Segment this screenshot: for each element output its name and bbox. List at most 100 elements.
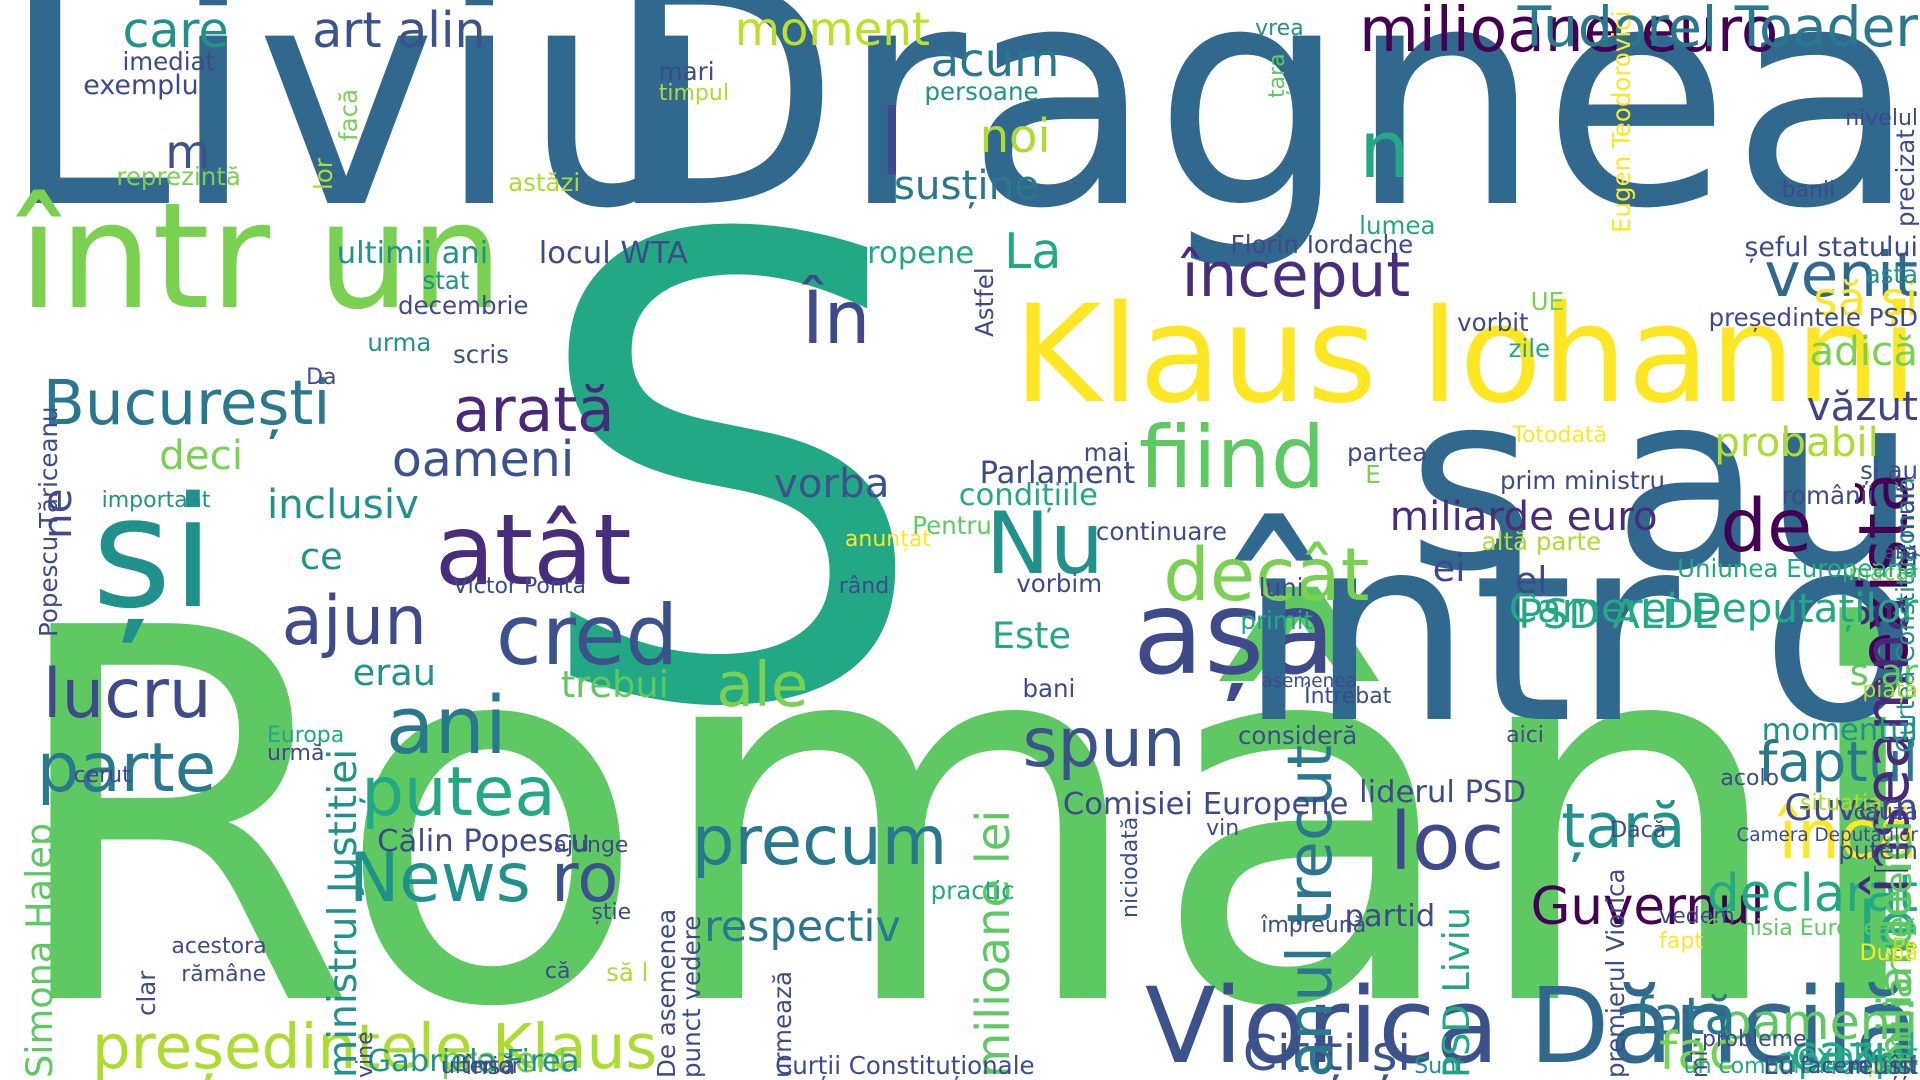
word-comisiei-europene: Comisiei Europene (1062, 786, 1349, 822)
word-de: de (1720, 483, 1813, 569)
word-nu: Nu (985, 494, 1105, 595)
word-lor: lor (309, 157, 339, 190)
word-ce: ce (300, 534, 343, 578)
word-primit: primit (1240, 605, 1314, 635)
word-acum: acum (930, 32, 1060, 87)
word-vedem: vedem (1659, 904, 1735, 930)
word-conditiile: condițiile (958, 478, 1098, 514)
word-fac: fac (1659, 1021, 1738, 1080)
word-news: News (348, 838, 531, 917)
word-romania: România (0, 521, 1920, 1080)
word-e: E (1365, 459, 1381, 489)
word-vorbit: vorbit (1457, 308, 1529, 338)
word-astfel: Astfel (970, 267, 1000, 337)
word-piata: piață (1862, 677, 1918, 703)
word-daca: Dacă (1610, 818, 1667, 844)
word-scris: scris (453, 339, 509, 369)
word-intr-un: într un (18, 170, 504, 342)
word-zi: zi (1896, 541, 1918, 573)
word-acolo: acolo (1720, 765, 1780, 791)
word-prim-ministru: prim ministru (1500, 465, 1666, 495)
word-sa-si: să și (1813, 271, 1918, 326)
word-ministrul-justitiei: ministrul Justiției (321, 748, 367, 1078)
word-el: el (1514, 559, 1548, 603)
word-decembrie: decembrie (397, 290, 529, 320)
word-milioane-lei: milioane lei (965, 809, 1020, 1078)
word-adica: adică (1809, 326, 1918, 375)
word-isi: își (1891, 1050, 1918, 1080)
word-lucru: lucru (42, 655, 212, 734)
word-ulterior: ulterior (440, 1054, 521, 1079)
word-victor-ponta: Victor Ponta (453, 573, 586, 599)
word-respectiv: respectiv (704, 902, 901, 953)
word-milioane-euro: milioane euro (1359, 0, 1779, 66)
word-camera-deputatilor: Camera Deputaților (1736, 824, 1918, 846)
word-vin: vin (1206, 815, 1240, 841)
word-fapt: fapt (1659, 928, 1703, 954)
word-presedintele-psd: președintele PSD (1708, 303, 1918, 333)
word-noi: noi (979, 108, 1051, 163)
word-aproape: aproape (1776, 1040, 1918, 1080)
word-vazut: văzut (1806, 381, 1918, 430)
word-ani: ani (385, 678, 508, 772)
word-ajunge: ajunge (553, 833, 629, 859)
word-l: l (879, 89, 905, 197)
word-bani: bani (1022, 674, 1076, 704)
word-ramane: rămâne (181, 961, 267, 987)
word-continuare: continuare (1095, 517, 1227, 547)
word-pe: Pe (1891, 934, 1918, 960)
word-loc: loc (1389, 795, 1505, 889)
word-art-alin: art alin (312, 2, 486, 60)
word-insa: însă (465, 1050, 516, 1080)
word-vorbim: vorbim (1016, 568, 1103, 598)
word-si: și (91, 464, 215, 643)
word-deci: deci (159, 430, 244, 479)
word-s-ar: s ar (1849, 651, 1918, 695)
word-este: Este (991, 614, 1072, 658)
word-mi: mi (1687, 1050, 1713, 1078)
word-seful-statului: șeful statului (1744, 232, 1918, 264)
word-situatia: situația (1800, 791, 1882, 817)
word-faptul: faptul (1758, 729, 1918, 794)
word-inca: încă (1778, 796, 1918, 875)
word-declarat: declarat (1706, 864, 1918, 925)
word-sustine: susține (893, 161, 1040, 210)
word-cititi-si: Citiți și (1242, 1025, 1412, 1080)
word-intrebat: Întrebat (1304, 683, 1392, 709)
word-putea: putea (361, 753, 556, 832)
word-vorba: vorba (773, 458, 890, 507)
word-s-au: s au (1407, 340, 1918, 626)
word-precizat: precizat (1891, 128, 1920, 227)
word-liviu: Liviu (0, 0, 716, 276)
word-ue: UE (1530, 287, 1565, 317)
word-psd-liviu: PSD Liviu (1434, 906, 1478, 1078)
word-viorica: Viorica (1144, 964, 1500, 1080)
word-venit: venit (1764, 239, 1918, 311)
word-inclusiv: inclusiv (266, 479, 419, 528)
word-momentul: momentul (1761, 713, 1918, 749)
word-rand: rând (838, 573, 890, 599)
word-stie: știe (591, 900, 632, 926)
word-anuntat: anunțat (844, 526, 931, 552)
word-persoane: persoane (924, 76, 1039, 106)
word-locul-wta: locul WTA (538, 235, 688, 271)
word-aici: aici (1506, 722, 1544, 748)
word-lumea: lumea (1359, 211, 1436, 241)
word-asemenea: asemenea (1261, 671, 1357, 693)
word-miliarde-euro: miliarde euro (1389, 491, 1658, 540)
word-tara: țară (1561, 790, 1686, 862)
word-psd-alde: PSD ALDE (1518, 589, 1720, 638)
word-afla: află (1883, 542, 1918, 564)
word-spun: spun (1022, 704, 1186, 783)
word-in: În (802, 275, 871, 361)
word-mari: mari (658, 57, 715, 86)
word-pentru: Pentru (912, 511, 992, 541)
word-partid: partid (1344, 899, 1436, 935)
word-popescu-tariceanu: Popescu Tăriceanu (33, 406, 63, 637)
word-probleme: probleme (1702, 1026, 1807, 1052)
word-facem: facem (1800, 1054, 1869, 1079)
word-nivelul: nivelul (1845, 105, 1918, 131)
word-m: m (165, 124, 211, 179)
word-stat: stat (422, 266, 470, 296)
word-inceput: început (1181, 239, 1411, 311)
